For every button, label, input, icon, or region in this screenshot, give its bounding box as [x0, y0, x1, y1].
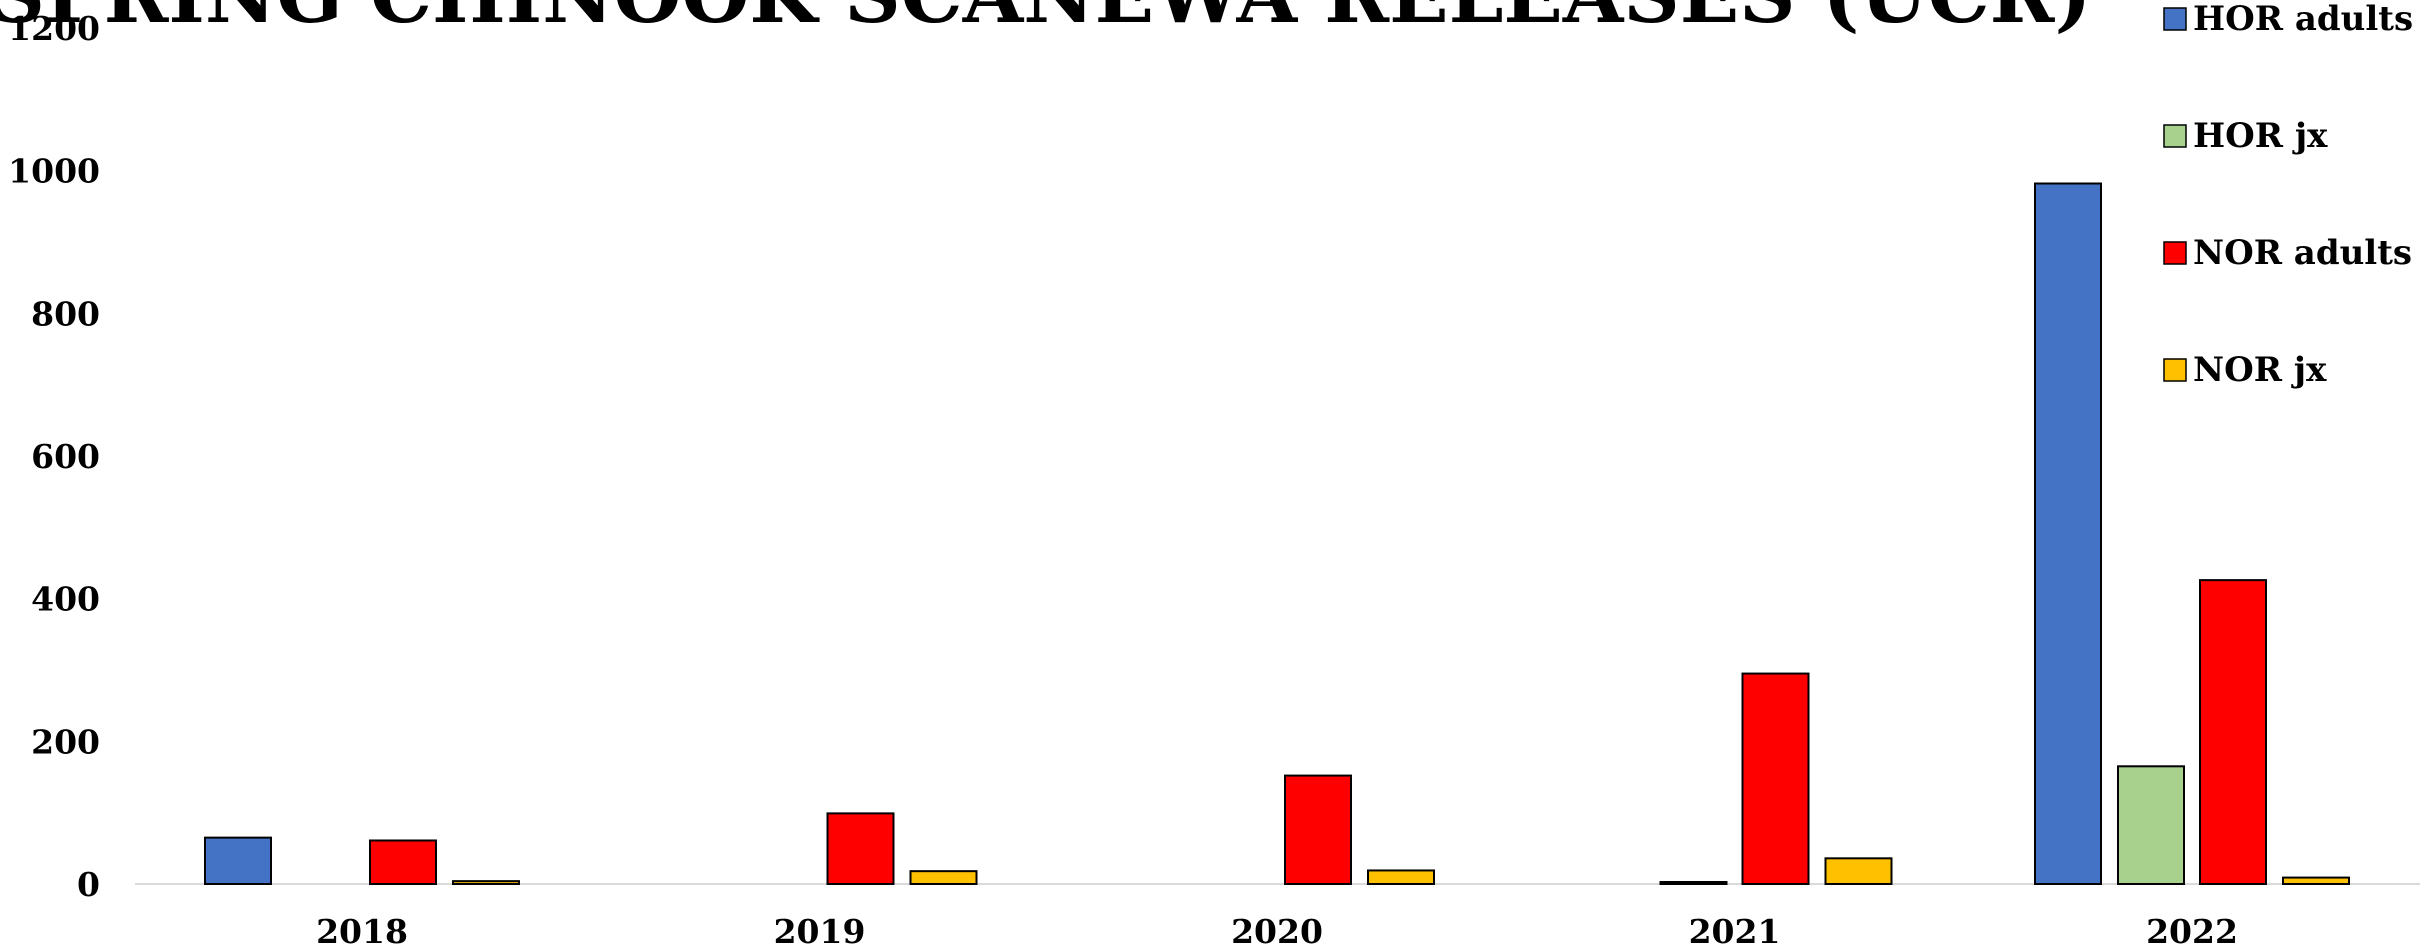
bar: [2282, 876, 2350, 886]
y-tick-label: 200: [31, 722, 100, 761]
bar: [1367, 869, 1435, 885]
legend-label: HOR jx: [2193, 116, 2328, 156]
y-tick-label: 400: [31, 580, 100, 619]
legend-label: NOR jx: [2193, 350, 2327, 390]
x-tick-label: 2022: [2146, 912, 2238, 947]
chart-title: SPRING CHINOOK SCANEWA RELEASES (UCR): [0, 0, 2091, 41]
bar: [1824, 857, 1893, 886]
legend-swatch: [2163, 358, 2187, 382]
x-tick-label: 2021: [1689, 912, 1781, 947]
bar: [1741, 672, 1810, 885]
x-tick-label: 2018: [316, 912, 408, 947]
plot-area: 0 200 400 600 800 1000 1200 2018 2019 2020 2021 202…: [8, 9, 2420, 951]
y-tick-label: 600: [31, 437, 100, 476]
x-tick-label: 2020: [1231, 912, 1323, 947]
legend-swatch: [2163, 7, 2187, 31]
bar: [2034, 182, 2102, 886]
y-tick-label: 1000: [8, 152, 100, 191]
y-tick-label: 800: [31, 294, 100, 333]
bar: [2117, 765, 2185, 885]
legend-swatch: [2163, 241, 2187, 265]
legend-swatch: [2163, 124, 2187, 148]
bar: [1659, 881, 1728, 885]
legend-label: HOR adults: [2193, 0, 2413, 39]
y-tick-label: 0: [77, 865, 100, 904]
bar: [369, 839, 437, 886]
legend: HOR adults HOR jx NOR adults NOR jx: [2163, 0, 2413, 390]
bar: [452, 880, 520, 886]
bar: [1284, 774, 1352, 885]
y-tick-label: 1200: [8, 9, 100, 48]
bar: [909, 870, 978, 885]
bar: [2199, 579, 2267, 885]
legend-label: NOR adults: [2193, 233, 2412, 273]
bar: [204, 836, 272, 886]
x-tick-label: 2019: [774, 912, 866, 947]
bar: [826, 812, 895, 886]
